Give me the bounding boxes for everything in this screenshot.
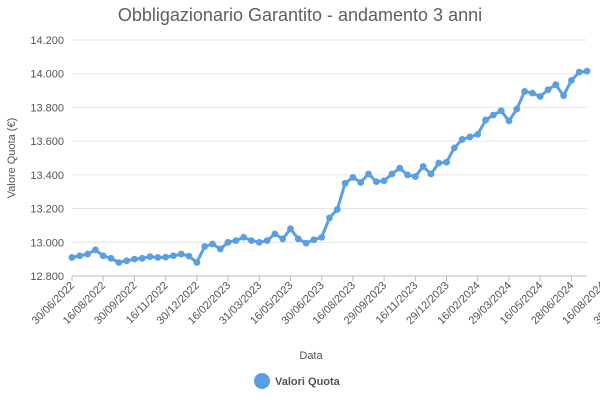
data-point[interactable] (162, 253, 170, 261)
data-point[interactable] (552, 81, 560, 89)
data-point[interactable] (310, 236, 318, 244)
data-point[interactable] (170, 252, 177, 260)
data-point[interactable] (404, 171, 411, 179)
data-point[interactable] (177, 250, 185, 258)
data-point[interactable] (294, 235, 302, 243)
data-point[interactable] (521, 88, 528, 95)
data-point[interactable] (216, 245, 224, 253)
data-point[interactable] (154, 254, 162, 261)
data-point[interactable] (185, 252, 193, 260)
chart-title: Obbligazionario Garantito - andamento 3 … (118, 5, 482, 25)
data-point[interactable] (458, 136, 466, 143)
data-point[interactable] (513, 105, 521, 113)
data-point[interactable] (255, 238, 263, 246)
data-point[interactable] (224, 238, 232, 246)
data-point[interactable] (443, 158, 450, 166)
legend[interactable]: Valori Quota (254, 373, 341, 389)
data-point[interactable] (396, 164, 404, 172)
data-point[interactable] (201, 243, 209, 250)
data-point[interactable] (497, 107, 505, 115)
data-point[interactable] (333, 206, 341, 213)
x-axis-label: Data (299, 350, 323, 362)
data-point[interactable] (427, 170, 435, 178)
data-point[interactable] (575, 68, 583, 76)
data-point[interactable] (318, 233, 326, 241)
data-point[interactable] (489, 111, 497, 119)
data-point[interactable] (450, 144, 458, 152)
series-line (70, 69, 589, 264)
data-point[interactable] (248, 237, 255, 245)
data-point[interactable] (482, 116, 489, 124)
data-point[interactable] (560, 92, 567, 100)
y-axis-label: Valore Quota (€) (6, 118, 18, 199)
data-point[interactable] (263, 237, 271, 245)
data-point[interactable] (146, 253, 154, 261)
data-point[interactable] (567, 77, 575, 84)
data-point[interactable] (84, 250, 92, 258)
legend-label: Valori Quota (275, 376, 341, 388)
data-point[interactable] (419, 163, 427, 170)
data-point[interactable] (380, 177, 388, 185)
data-point[interactable] (138, 254, 146, 262)
data-point[interactable] (357, 179, 365, 186)
y-tick-label: 13.200 (30, 204, 64, 216)
data-point[interactable] (474, 131, 482, 138)
y-tick-label: 14.000 (30, 69, 64, 81)
data-point[interactable] (326, 214, 333, 222)
data-point[interactable] (435, 159, 443, 167)
data-point[interactable] (271, 230, 279, 238)
data-point[interactable] (240, 233, 248, 241)
y-tick-label: 13.400 (30, 170, 64, 182)
x-axis-ticks: 30/06/202216/08/202230/09/202216/11/2022… (30, 276, 600, 327)
y-tick-label: 13.600 (30, 136, 64, 148)
data-point[interactable] (99, 252, 107, 260)
data-point[interactable] (279, 235, 287, 243)
data-point[interactable] (365, 170, 372, 178)
data-point[interactable] (544, 86, 552, 94)
data-point[interactable] (76, 252, 84, 260)
data-point[interactable] (505, 117, 513, 125)
legend-marker (254, 373, 270, 389)
data-point[interactable] (528, 89, 536, 97)
data-point[interactable] (341, 179, 349, 187)
y-tick-label: 13.800 (30, 102, 64, 114)
data-point[interactable] (123, 257, 131, 265)
data-point[interactable] (92, 246, 99, 254)
data-point[interactable] (193, 259, 201, 266)
data-point[interactable] (209, 240, 216, 248)
data-point[interactable] (302, 239, 310, 247)
data-point[interactable] (583, 67, 591, 75)
data-point[interactable] (372, 178, 380, 186)
y-tick-label: 13.000 (30, 237, 64, 249)
series-valori-quota (68, 67, 591, 266)
data-point[interactable] (411, 173, 419, 180)
data-point[interactable] (107, 254, 115, 262)
y-tick-label: 12.800 (30, 271, 64, 283)
data-point[interactable] (115, 259, 123, 266)
y-axis-ticks: 12.800 13.000 13.200 13.400 13.600 13.800 14.0… (30, 35, 64, 283)
data-point[interactable] (536, 93, 544, 100)
data-point[interactable] (287, 225, 294, 233)
data-point[interactable] (466, 133, 474, 141)
data-point[interactable] (388, 170, 396, 178)
data-point[interactable] (232, 237, 240, 245)
data-point[interactable] (131, 255, 138, 263)
grid-lines (72, 39, 587, 277)
data-point[interactable] (68, 254, 76, 261)
y-tick-label: 14.200 (30, 35, 64, 47)
data-point[interactable] (349, 173, 357, 181)
